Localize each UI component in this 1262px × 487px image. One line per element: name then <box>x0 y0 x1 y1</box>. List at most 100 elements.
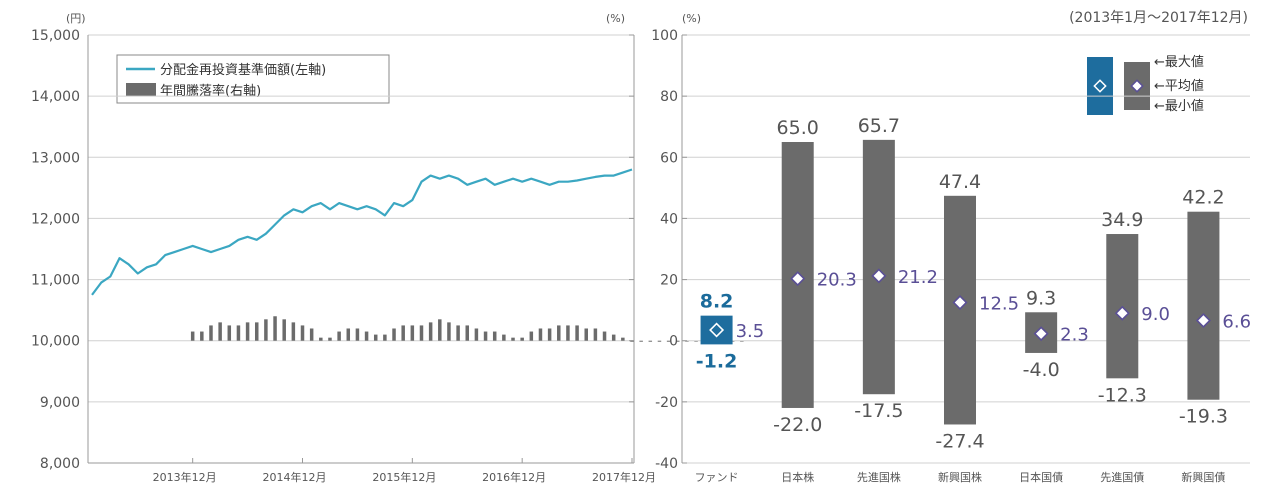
return-bar <box>575 325 579 341</box>
legend-fund-swatch <box>1087 57 1113 115</box>
mean-marker <box>1195 313 1211 329</box>
left-legend: 分配金再投資基準価額(左軸) 年間騰落率(右軸) <box>116 54 390 104</box>
range-bar <box>944 195 976 425</box>
left-y-tick-label: 14,000 <box>31 89 80 105</box>
left-y-tick-label: 12,000 <box>31 211 80 227</box>
max-value-label: 47.4 <box>939 171 981 193</box>
mean-value-label: 12.5 <box>979 294 1019 315</box>
return-bar <box>538 328 543 341</box>
left-x-tick-label: 2017年12月 <box>592 470 656 484</box>
right-chart-period: (2013年1月～2017年12月) <box>1069 10 1248 26</box>
return-bar <box>236 325 241 341</box>
left-y-tick-label: 15,000 <box>31 28 80 44</box>
legend-max-label: ←最大値 <box>1154 54 1204 70</box>
return-bar <box>273 316 277 341</box>
return-bar <box>630 340 634 342</box>
mean-value-label: 9.0 <box>1141 304 1170 325</box>
return-bar <box>648 340 653 342</box>
right-y-tick-label: 100 <box>651 28 678 44</box>
min-value-label: -19.3 <box>1179 406 1228 428</box>
mean-value-label: 21.2 <box>898 267 938 288</box>
min-value-label: -1.2 <box>696 350 738 372</box>
return-bar <box>264 319 268 341</box>
return-bar <box>666 340 671 342</box>
return-bar <box>383 334 387 341</box>
right-axis-unit: (%) <box>606 12 625 25</box>
right-y-tick-label: -20 <box>655 395 678 411</box>
max-value-label: 9.3 <box>1026 287 1056 309</box>
max-value-label: 65.0 <box>777 117 819 139</box>
return-bar <box>200 331 204 341</box>
return-bar <box>611 334 616 341</box>
category-label: 先進国株 <box>857 470 901 484</box>
legend-mean-label: ←平均値 <box>1154 78 1204 94</box>
legend-asset-mean-icon <box>1130 79 1144 93</box>
return-bar <box>520 337 524 341</box>
mean-marker <box>952 295 968 310</box>
min-value-label: -12.3 <box>1098 384 1147 406</box>
return-bar <box>410 325 415 341</box>
return-bar <box>557 325 561 341</box>
right-y-tick-label: -40 <box>655 456 678 472</box>
mean-marker <box>1033 326 1049 342</box>
right-y-tick-label: 80 <box>660 89 678 105</box>
return-bar <box>364 331 369 341</box>
return-bar <box>282 319 286 341</box>
mean-marker <box>871 268 887 284</box>
category-label: ファンド <box>695 471 739 484</box>
category-label: 新興国債 <box>1181 470 1225 484</box>
return-bar <box>428 322 433 341</box>
max-value-label: 65.7 <box>858 115 900 137</box>
return-bar <box>657 340 662 342</box>
return-bar <box>511 337 515 341</box>
return-bar <box>328 337 332 341</box>
return-bar <box>566 325 570 341</box>
return-bar <box>465 325 470 341</box>
mean-marker <box>709 322 725 338</box>
right-y-tick-label: 40 <box>660 211 678 227</box>
return-bar <box>621 337 625 341</box>
return-bar <box>438 319 442 341</box>
left-x-tick-label: 2016年12月 <box>482 470 546 484</box>
return-bar <box>309 328 314 341</box>
category-label: 新興国株 <box>938 470 982 484</box>
range-bar <box>862 139 895 395</box>
return-bar <box>190 331 195 341</box>
return-bar <box>529 331 534 341</box>
max-value-label: 8.2 <box>700 291 734 313</box>
return-bar <box>392 328 396 341</box>
legend-label-return: 年間騰落率(右軸) <box>160 83 261 99</box>
return-bar <box>474 328 479 341</box>
nav-line <box>91 168 633 296</box>
left-legend-box <box>116 54 390 104</box>
return-bar <box>676 340 680 342</box>
max-value-label: 42.2 <box>1182 187 1224 209</box>
right-legend: ←最大値 ←平均値 ←最小値 <box>1087 54 1204 115</box>
right-y-tick-label: 0 <box>669 334 678 350</box>
return-bar <box>401 325 405 341</box>
left-x-tick-label: 2015年12月 <box>372 470 436 484</box>
return-bar <box>593 328 598 341</box>
mean-value-label: 3.5 <box>736 321 765 342</box>
return-bar <box>218 322 222 341</box>
return-bar <box>291 322 296 341</box>
return-bar <box>602 331 607 341</box>
return-bar <box>456 325 460 341</box>
return-bar <box>447 322 451 341</box>
return-bar <box>547 328 552 341</box>
return-bar <box>300 325 305 341</box>
left-y-tick-label: 11,000 <box>31 273 80 289</box>
left-x-tick-label: 2013年12月 <box>153 470 217 484</box>
min-value-label: -22.0 <box>773 414 822 436</box>
legend-bar-swatch <box>126 83 156 96</box>
return-bar <box>254 322 259 341</box>
category-label: 日本国債 <box>1019 470 1063 484</box>
return-bar <box>483 331 488 341</box>
return-bar <box>319 337 323 341</box>
left-y-tick-label: 9,000 <box>40 395 80 411</box>
return-bar <box>355 328 360 341</box>
legend-fund-mean-icon <box>1093 79 1107 93</box>
return-bar <box>346 328 351 341</box>
return-bar <box>373 334 378 341</box>
